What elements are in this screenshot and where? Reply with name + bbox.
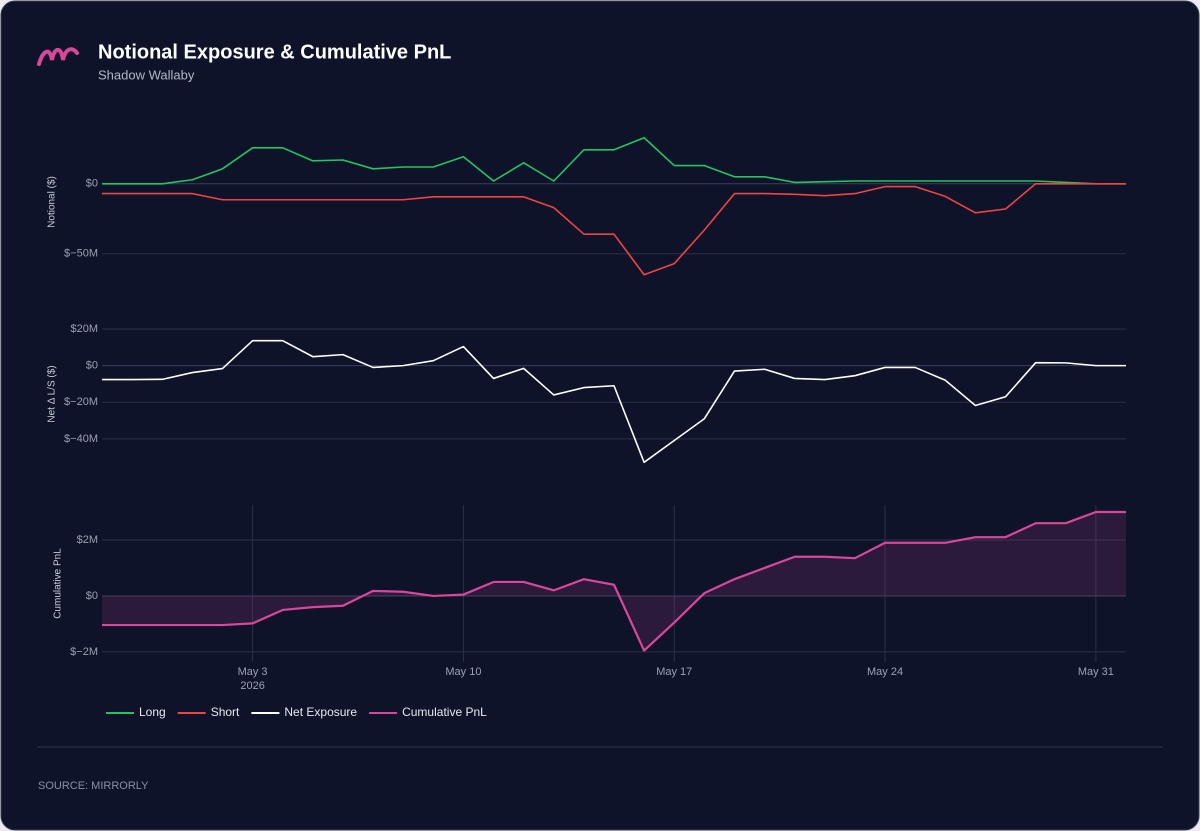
y-axis-title: Notional ($) xyxy=(47,176,58,228)
series-line xyxy=(102,510,1126,652)
y-tick-label: $0 xyxy=(86,178,98,190)
y-axis-title: Cumulative PnL xyxy=(53,548,64,619)
chart-title: Notional Exposure & Cumulative PnL xyxy=(98,41,451,63)
x-tick-label: May 10 xyxy=(445,666,481,678)
logo xyxy=(37,47,79,66)
y-tick-label: $2M xyxy=(77,534,98,546)
series-line xyxy=(102,136,1126,185)
x-tick-label: May 24 xyxy=(867,666,903,678)
area-fill xyxy=(102,511,1126,651)
source: SOURCE: MIRRORLY xyxy=(38,780,149,792)
legend-label: Cumulative PnL xyxy=(402,705,487,719)
y-tick-label: $0 xyxy=(86,360,98,372)
x-tick-label: May 17 xyxy=(656,666,692,678)
y-tick-label: $0 xyxy=(86,590,98,602)
y-tick-label: $−40M xyxy=(64,433,98,445)
y-axis-title: Net Δ L/S ($) xyxy=(47,365,58,422)
legend-label: Short xyxy=(211,705,240,719)
legend-label: Long xyxy=(139,705,166,719)
chart-subtitle: Shadow Wallaby xyxy=(98,67,195,82)
series-line xyxy=(102,339,1126,464)
series-line xyxy=(102,183,1126,276)
x-year-label: 2026 xyxy=(240,680,264,692)
x-tick-label: May 3 xyxy=(238,666,268,678)
y-tick-label: $20M xyxy=(70,323,98,335)
y-tick-label: $−50M xyxy=(64,248,98,260)
y-tick-label: $−20M xyxy=(64,396,98,408)
y-tick-label: $−2M xyxy=(70,646,98,658)
legend-label: Net Exposure xyxy=(284,705,357,719)
x-tick-label: May 31 xyxy=(1078,666,1114,678)
